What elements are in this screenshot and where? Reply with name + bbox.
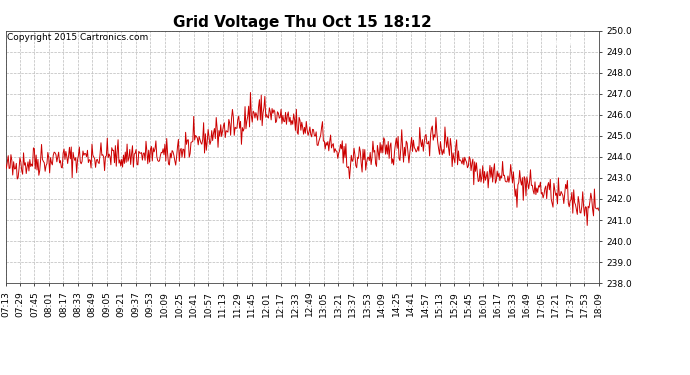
Text: Grid  (AC Volts): Grid (AC Volts) (515, 36, 600, 45)
Title: Grid Voltage Thu Oct 15 18:12: Grid Voltage Thu Oct 15 18:12 (172, 15, 432, 30)
Text: Copyright 2015 Cartronics.com: Copyright 2015 Cartronics.com (7, 33, 148, 42)
